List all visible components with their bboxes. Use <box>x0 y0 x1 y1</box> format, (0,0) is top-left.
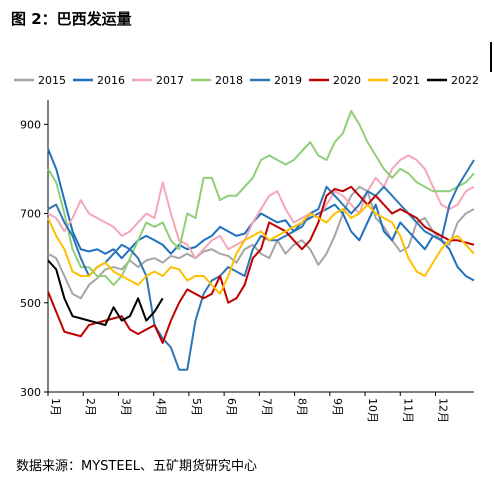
series-line-2015 <box>47 185 475 300</box>
x-tick-label: 4月 <box>155 398 168 416</box>
x-tick-label: 8月 <box>296 398 309 416</box>
x-tick-label: 5月 <box>190 398 203 416</box>
series-line-2021 <box>47 203 475 295</box>
x-tick-label: 11月 <box>401 398 414 423</box>
legend-label-2021: 2021 <box>392 74 420 87</box>
legend-label-2020: 2020 <box>333 74 361 87</box>
legend-label-2018: 2018 <box>215 74 243 87</box>
y-tick-label: 700 <box>20 208 41 221</box>
legend-label-2019: 2019 <box>274 74 302 87</box>
series-line-2016 <box>47 148 475 282</box>
x-tick-label: 2月 <box>84 398 97 416</box>
y-tick-label: 500 <box>20 297 41 310</box>
source-note: 数据来源：MYSTEEL、五矿期货研究中心 <box>16 459 258 474</box>
series-line-2017 <box>47 154 475 260</box>
chart-title: 图 2：巴西发运量 <box>11 10 132 28</box>
x-tick-label: 1月 <box>49 398 62 416</box>
x-tick-label: 9月 <box>331 398 344 416</box>
edge-rule <box>490 42 492 72</box>
series-line-2019 <box>47 159 475 371</box>
x-tick-label: 7月 <box>260 398 273 416</box>
series-line-2022 <box>47 259 164 327</box>
x-tick-label: 12月 <box>436 398 449 423</box>
legend-label-2017: 2017 <box>156 74 184 87</box>
x-tick-label: 6月 <box>225 398 238 416</box>
y-tick-label: 300 <box>20 386 41 399</box>
legend-label-2016: 2016 <box>97 74 125 87</box>
series-line-2018 <box>47 109 475 286</box>
x-tick-label: 3月 <box>119 398 132 416</box>
x-tick-label: 10月 <box>366 398 379 423</box>
y-tick-label: 900 <box>20 118 41 131</box>
legend-label-2022: 2022 <box>451 74 479 87</box>
legend-label-2015: 2015 <box>38 74 66 87</box>
